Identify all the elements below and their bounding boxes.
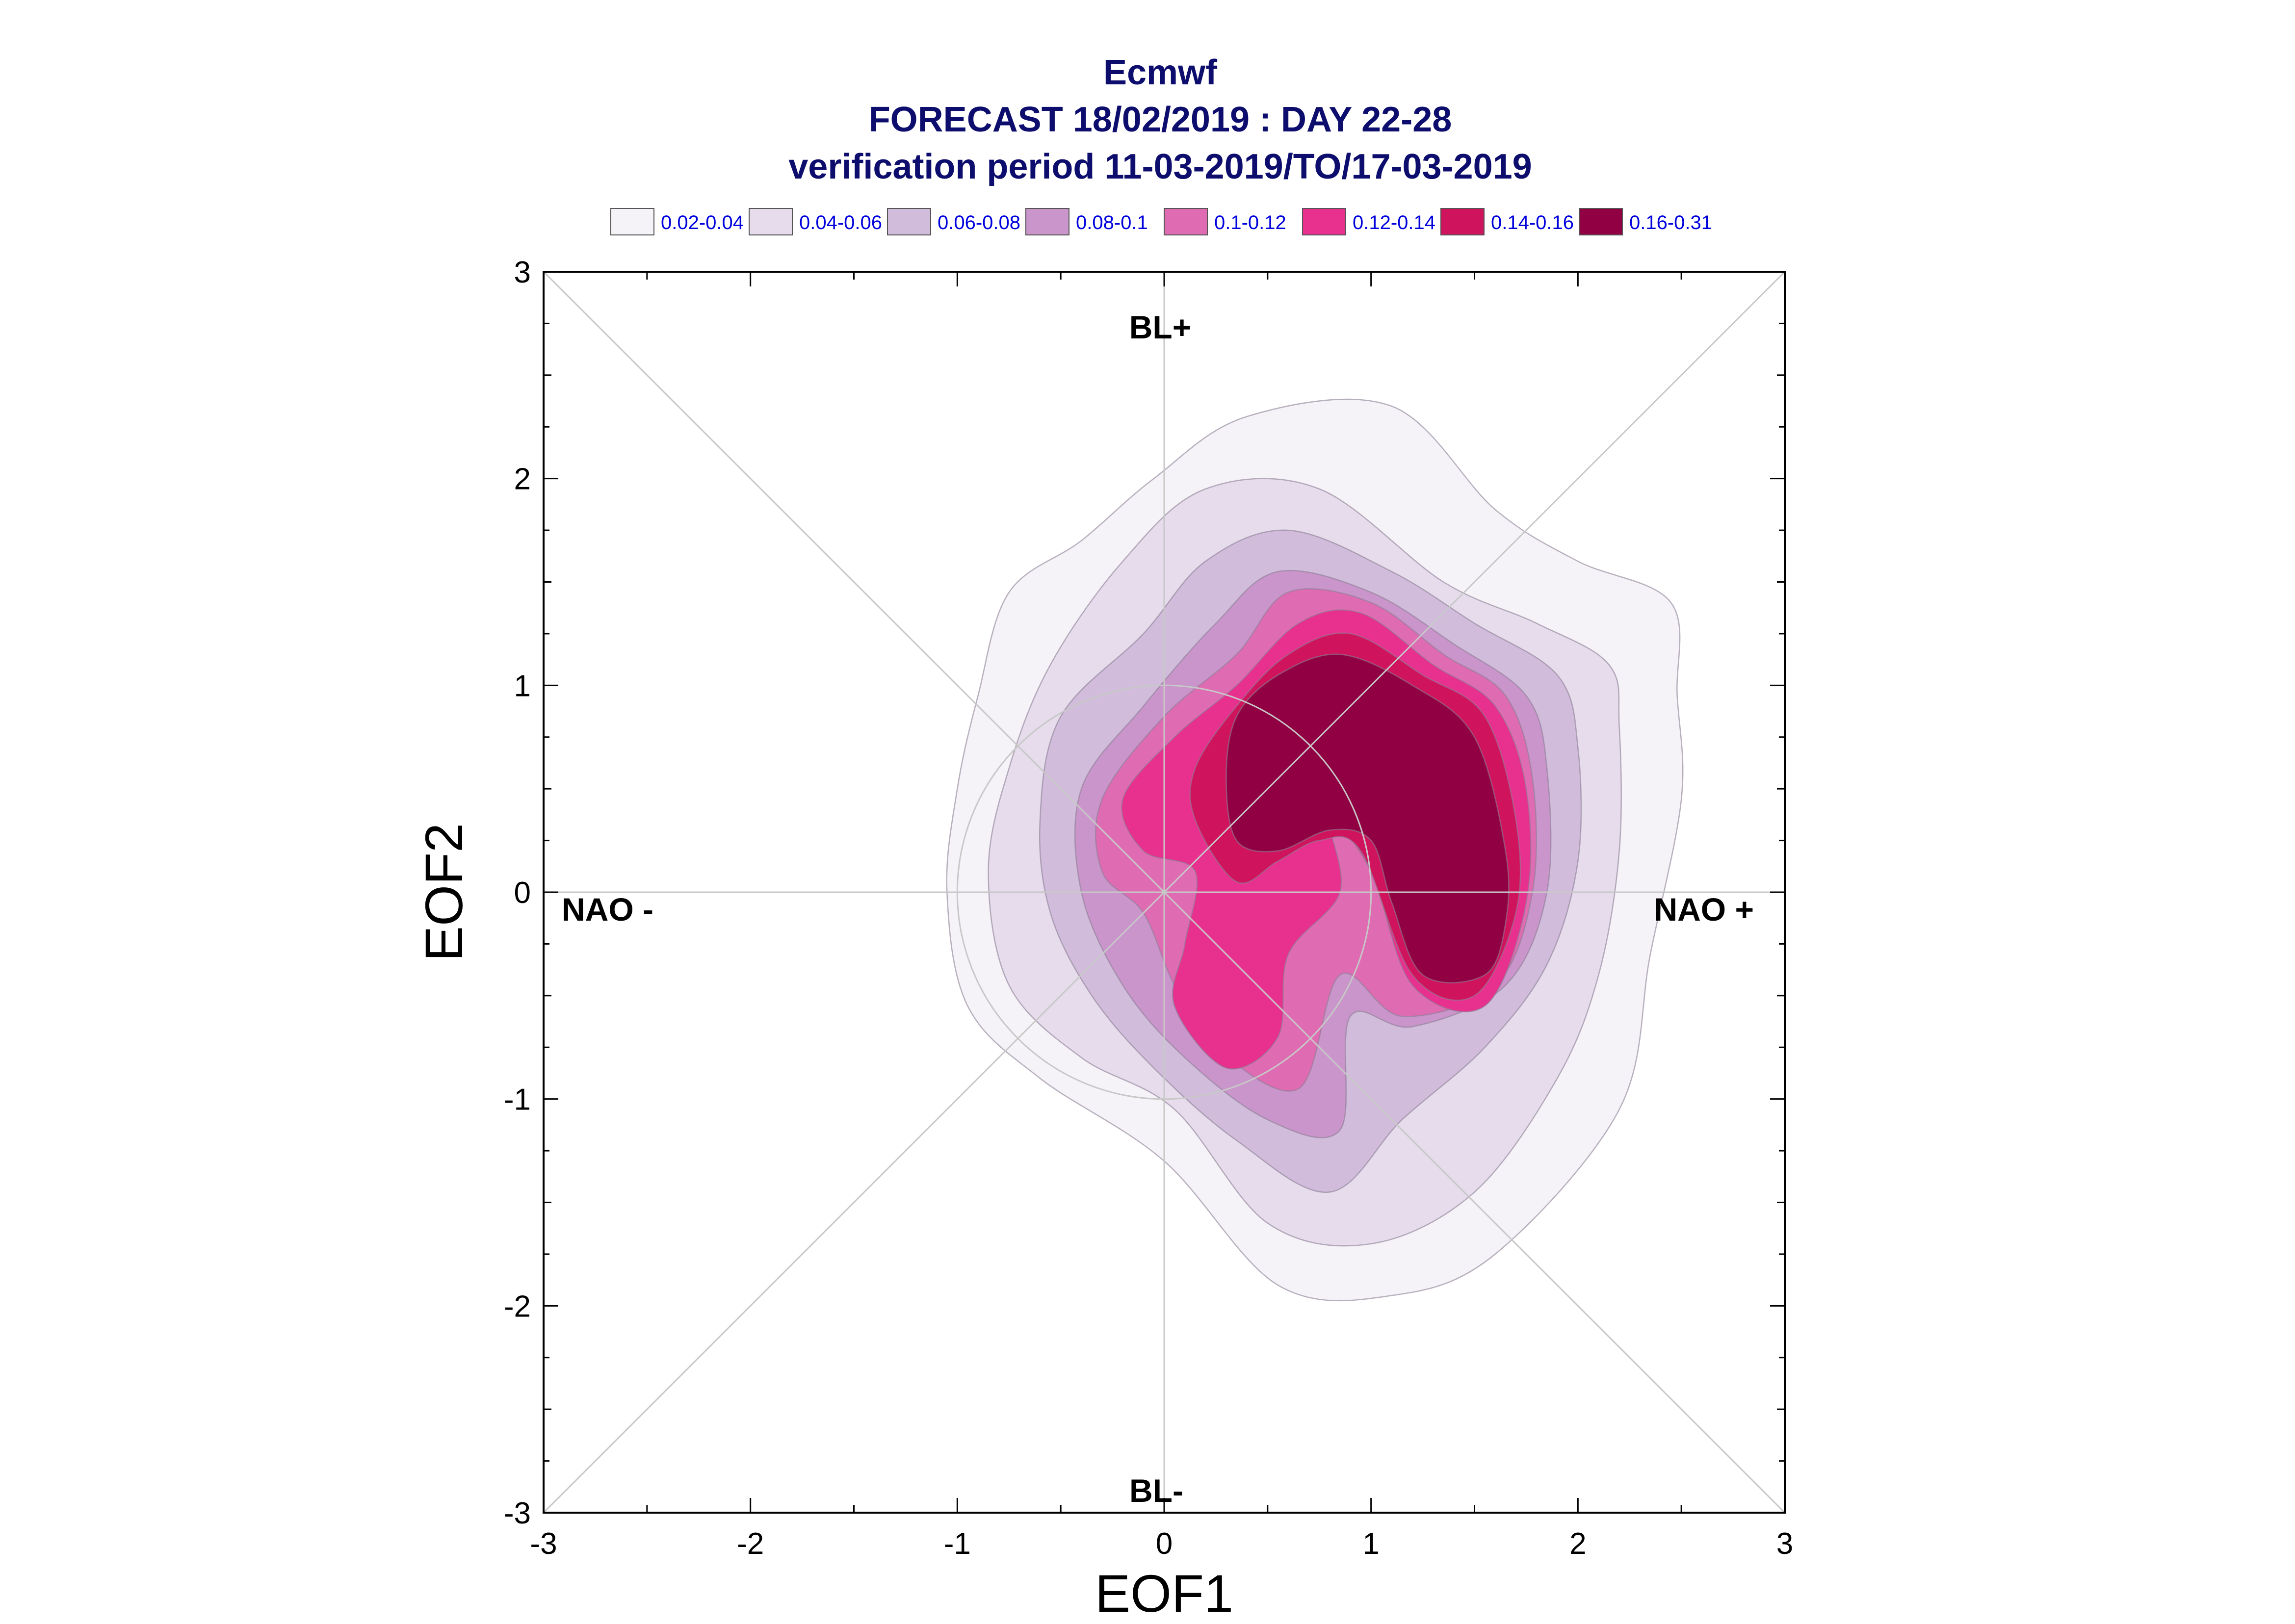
- x-tick-label: 0: [1156, 1527, 1173, 1561]
- legend-label-4: 0.08-0.1: [1076, 212, 1148, 233]
- legend-label-7: 0.14-0.16: [1491, 212, 1574, 233]
- y-tick-label: -3: [504, 1496, 531, 1530]
- legend-swatch-4: [1025, 208, 1069, 235]
- legend-swatch-8: [1579, 208, 1623, 235]
- legend-swatch-6: [1302, 208, 1346, 235]
- x-tick-label: 1: [1362, 1527, 1379, 1561]
- x-tick-label: 2: [1569, 1527, 1586, 1561]
- x-tick-labels: -3 -2 -1 0 1 2 3: [530, 1527, 1793, 1561]
- x-tick-label: -1: [944, 1527, 971, 1561]
- y-axis-label: EOF2: [414, 823, 473, 961]
- legend-label-1: 0.02-0.04: [661, 212, 744, 233]
- legend-label-6: 0.12-0.14: [1353, 212, 1435, 233]
- regime-label-bl-plus: BL+: [1129, 309, 1192, 345]
- legend-swatch-7: [1440, 208, 1485, 235]
- axis-ticks: [543, 271, 1786, 1514]
- legend-swatch-5: [1164, 208, 1208, 235]
- legend-label-3: 0.06-0.08: [938, 212, 1020, 233]
- y-tick-label: 0: [514, 876, 531, 910]
- y-tick-label: 2: [514, 463, 531, 496]
- y-tick-labels: -3 -2 -1 0 1 2 3: [504, 256, 531, 1530]
- legend-swatch-2: [749, 208, 793, 235]
- y-tick-label: 3: [514, 256, 531, 289]
- regime-label-bl-minus: BL-: [1129, 1472, 1183, 1509]
- unit-circle: [956, 684, 1372, 1100]
- y-tick-label: -2: [504, 1289, 531, 1323]
- legend: 0.02-0.04 0.04-0.06 0.06-0.08 0.08-0.1 0.1-0…: [610, 208, 1712, 235]
- contour-band-8: [1226, 653, 1510, 983]
- contour-fills: [946, 398, 1684, 1302]
- x-tick-label: -2: [737, 1527, 764, 1561]
- chart-subtitle-verification: verification period 11-03-2019/TO/17-03-…: [788, 147, 1532, 186]
- x-axis-label: EOF1: [1095, 1564, 1233, 1623]
- regime-label-nao-minus: NAO -: [562, 891, 653, 928]
- y-tick-label: -1: [504, 1083, 531, 1117]
- reference-lines: [543, 271, 1786, 1514]
- chart-title: Ecmwf: [1103, 53, 1218, 92]
- legend-label-8: 0.16-0.31: [1629, 212, 1712, 233]
- regime-label-nao-plus: NAO +: [1654, 891, 1754, 928]
- legend-swatch-1: [610, 208, 654, 235]
- x-tick-label: -3: [530, 1527, 557, 1561]
- x-tick-label: 3: [1776, 1527, 1793, 1561]
- legend-label-5: 0.1-0.12: [1214, 212, 1286, 233]
- legend-swatch-3: [887, 208, 931, 235]
- legend-label-2: 0.04-0.06: [799, 212, 882, 233]
- chart-subtitle: FORECAST 18/02/2019 : DAY 22-28: [869, 100, 1452, 139]
- y-tick-label: 1: [514, 669, 531, 703]
